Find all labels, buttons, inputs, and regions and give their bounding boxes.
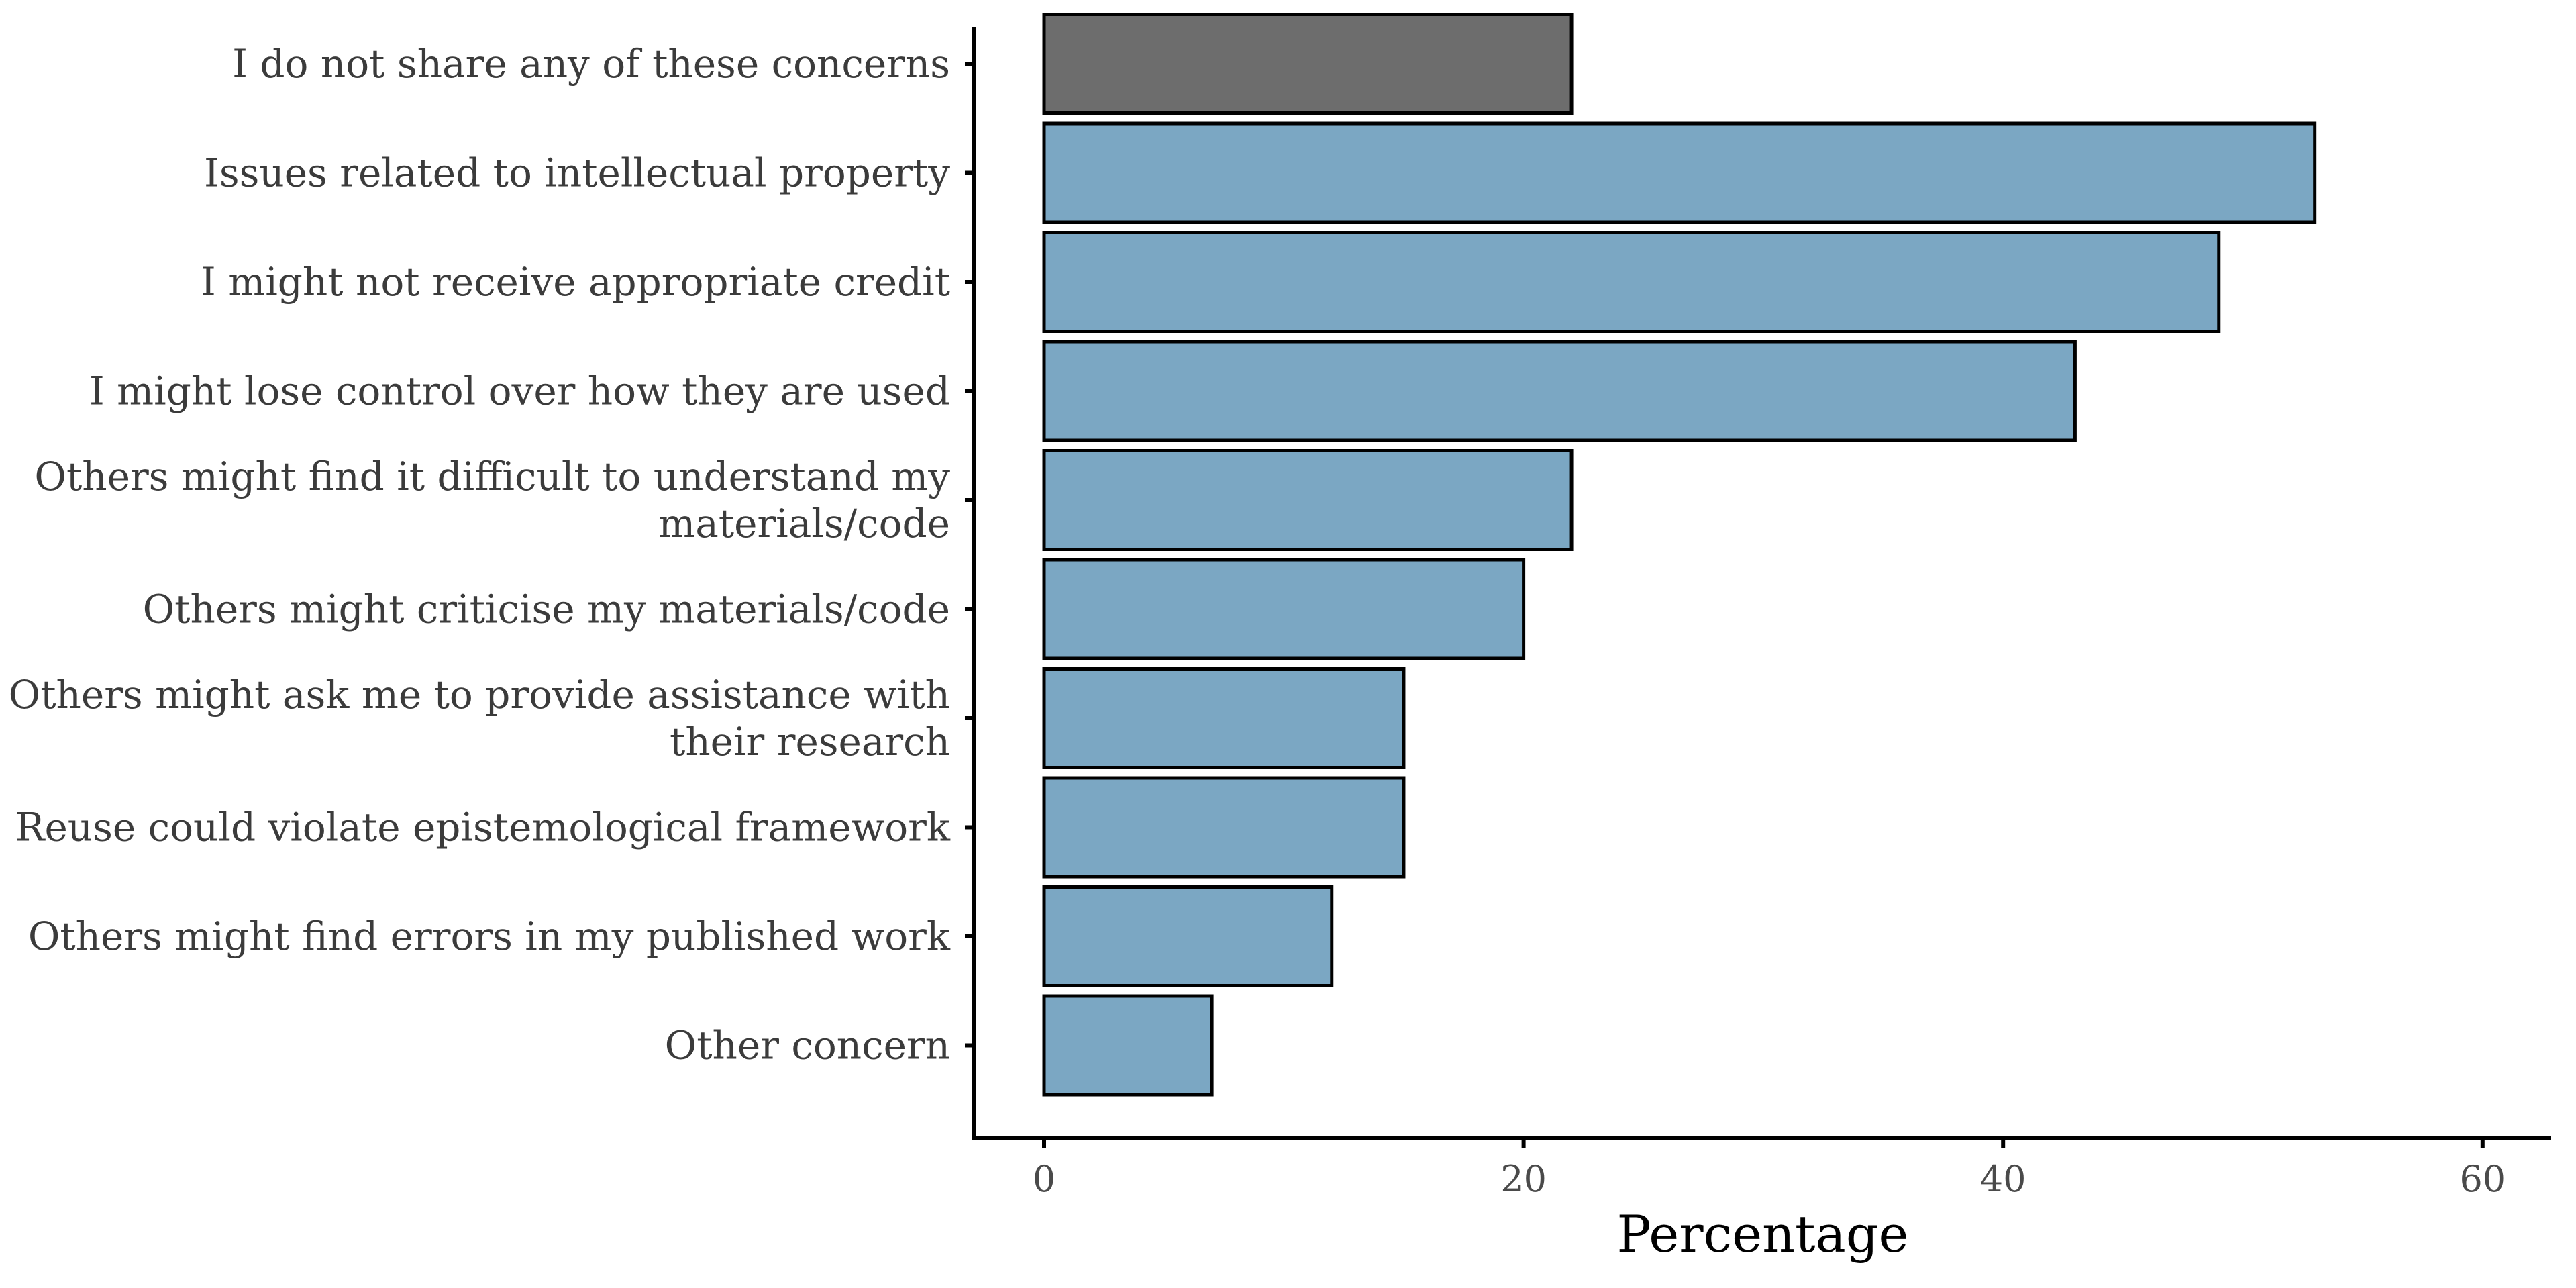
y-tick-label: Issues related to intellectual property xyxy=(204,150,950,196)
y-tick-label: Others might criticise my materials/code xyxy=(143,587,950,632)
x-axis-title: Percentage xyxy=(1617,1204,1909,1264)
bar-9 xyxy=(1042,885,1334,987)
bar-2 xyxy=(1042,121,2317,224)
y-tick-label: I do not share any of these concerns xyxy=(232,41,950,87)
y-tick-label: Others might ask me to provide assistanc… xyxy=(9,672,950,764)
bar-5 xyxy=(1042,449,1574,551)
bar-8 xyxy=(1042,776,1406,879)
y-tick-label: I might lose control over how they are u… xyxy=(89,368,950,414)
bar-6 xyxy=(1042,558,1526,660)
bar-1 xyxy=(1042,13,1574,115)
y-tick-label: Other concern xyxy=(665,1023,950,1069)
x-tick-label: 20 xyxy=(1500,1158,1547,1200)
y-tick-label: Others might find errors in my published… xyxy=(28,913,951,959)
x-tick-label: 0 xyxy=(1033,1158,1055,1200)
x-axis: 0 20 40 60 xyxy=(972,1136,2551,1200)
x-tick-label: 60 xyxy=(2459,1158,2506,1200)
x-tick-label: 40 xyxy=(1980,1158,2026,1200)
bar-4 xyxy=(1042,340,2077,442)
bar-10 xyxy=(1042,994,1214,1097)
bars-layer xyxy=(1042,13,2317,1097)
y-axis: I do not share any of these concerns Issu… xyxy=(9,27,976,1138)
y-tick-label: Others might find it difficult to unders… xyxy=(34,454,950,546)
bar-3 xyxy=(1042,231,2221,333)
y-tick-label: Reuse could violate epistemological fram… xyxy=(15,805,951,850)
y-tick-label: I might not receive appropriate credit xyxy=(201,259,950,305)
bar-7 xyxy=(1042,667,1406,769)
